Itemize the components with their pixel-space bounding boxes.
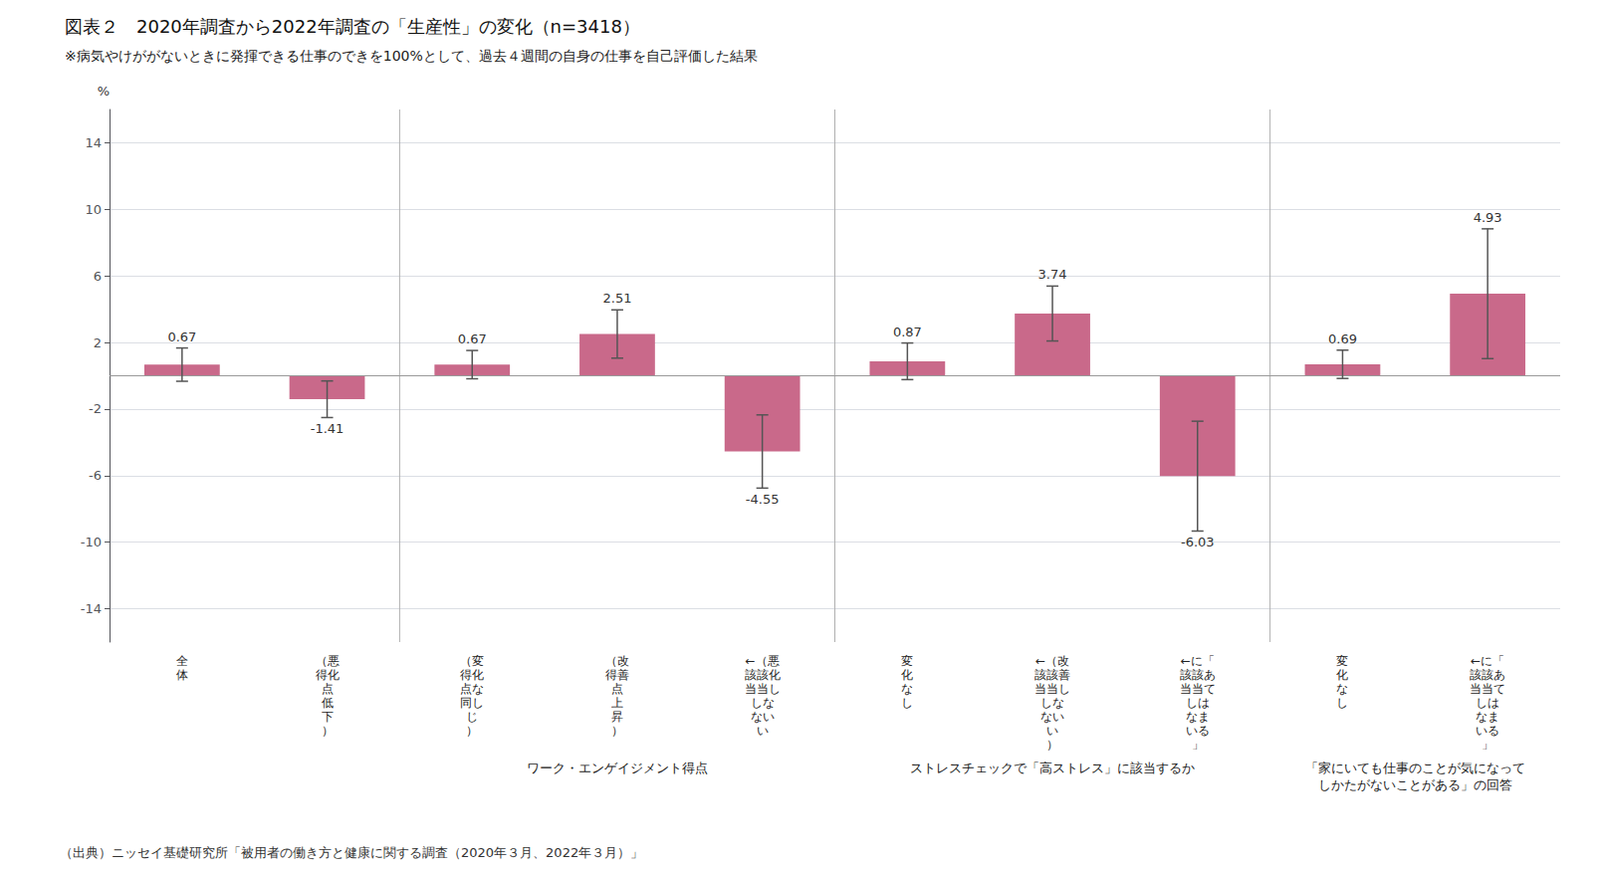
svg-text:昇: 昇 bbox=[611, 709, 624, 724]
svg-text:-10: -10 bbox=[80, 534, 102, 550]
svg-text:ストレスチェックで「高ストレス」に該当するか: ストレスチェックで「高ストレス」に該当するか bbox=[910, 760, 1195, 776]
svg-text:「家にいても仕事のことが気になって: 「家にいても仕事のことが気になって bbox=[1305, 760, 1526, 776]
svg-text:←に「: ←に「 bbox=[1180, 654, 1215, 669]
svg-text:しな: しな bbox=[1040, 695, 1065, 710]
svg-text:なま: なま bbox=[1475, 709, 1500, 724]
svg-text:0.67: 0.67 bbox=[457, 331, 487, 347]
svg-text:なま: なま bbox=[1185, 709, 1210, 724]
svg-text:しかたがないことがある」の回答: しかたがないことがある」の回答 bbox=[1318, 777, 1513, 793]
svg-text:）: ） bbox=[1046, 737, 1059, 752]
svg-text:上: 上 bbox=[611, 695, 624, 710]
svg-text:（出典）ニッセイ基礎研究所「被用者の働き方と健康に関する調査: （出典）ニッセイ基礎研究所「被用者の働き方と健康に関する調査（2020年３月、2… bbox=[59, 845, 644, 861]
svg-text:」: 」 bbox=[1191, 737, 1204, 752]
svg-text:な: な bbox=[1336, 682, 1349, 696]
svg-text:いる: いる bbox=[1185, 723, 1210, 738]
svg-text:2.51: 2.51 bbox=[602, 290, 632, 306]
svg-text:）: ） bbox=[465, 723, 478, 738]
svg-text:ない: ない bbox=[1040, 709, 1065, 724]
svg-text:←（改: ←（改 bbox=[1035, 654, 1070, 669]
svg-text:←に「: ←に「 bbox=[1470, 654, 1505, 669]
svg-text:14: 14 bbox=[84, 135, 102, 151]
svg-text:）: ） bbox=[611, 723, 624, 738]
svg-text:該該化: 該該化 bbox=[744, 668, 781, 683]
svg-text:-4.55: -4.55 bbox=[745, 491, 780, 507]
svg-text:し: し bbox=[1336, 695, 1349, 710]
svg-text:点: 点 bbox=[611, 682, 624, 696]
svg-text:0.67: 0.67 bbox=[167, 329, 197, 345]
svg-text:6: 6 bbox=[93, 268, 102, 284]
svg-text:しは: しは bbox=[1185, 695, 1210, 710]
svg-text:同し: 同し bbox=[459, 695, 484, 710]
svg-text:（変: （変 bbox=[459, 654, 484, 669]
svg-text:当当て: 当当て bbox=[1469, 682, 1506, 696]
svg-text:2: 2 bbox=[93, 335, 102, 351]
svg-text:い: い bbox=[756, 723, 769, 738]
svg-text:化: 化 bbox=[1336, 668, 1349, 683]
svg-text:」: 」 bbox=[1481, 737, 1494, 752]
svg-text:点: 点 bbox=[321, 682, 334, 696]
svg-text:3.74: 3.74 bbox=[1038, 266, 1068, 282]
svg-text:当当て: 当当て bbox=[1179, 682, 1216, 696]
svg-text:し: し bbox=[901, 695, 914, 710]
svg-text:ない: ない bbox=[750, 709, 775, 724]
svg-text:な: な bbox=[901, 682, 914, 696]
svg-text:）: ） bbox=[321, 723, 334, 738]
svg-text:10: 10 bbox=[84, 202, 102, 218]
svg-text:得善: 得善 bbox=[605, 668, 630, 683]
svg-text:得化: 得化 bbox=[459, 668, 484, 683]
svg-text:ワーク・エンゲイジメント得点: ワーク・エンゲイジメント得点 bbox=[526, 760, 708, 776]
svg-text:0.87: 0.87 bbox=[893, 324, 922, 340]
svg-text:-1.41: -1.41 bbox=[310, 421, 345, 437]
svg-text:当当し: 当当し bbox=[1034, 682, 1071, 696]
svg-text:しは: しは bbox=[1475, 695, 1500, 710]
svg-text:（改: （改 bbox=[605, 654, 630, 669]
svg-text:図表２ 2020年調査から2022年調査の「生産性」の変化（: 図表２ 2020年調査から2022年調査の「生産性」の変化（n=3418） bbox=[64, 15, 641, 37]
svg-text:点な: 点な bbox=[459, 682, 484, 696]
svg-text:しな: しな bbox=[750, 695, 775, 710]
svg-text:4.93: 4.93 bbox=[1473, 210, 1503, 226]
svg-text:いる: いる bbox=[1475, 723, 1500, 738]
svg-text:-6.03: -6.03 bbox=[1180, 534, 1215, 550]
svg-text:じ: じ bbox=[465, 709, 478, 724]
svg-text:※病気やけががないときに発揮できる仕事のできを100%として: ※病気やけががないときに発揮できる仕事のできを100%として、過去４週間の自身の… bbox=[64, 47, 758, 64]
svg-text:%: % bbox=[97, 83, 110, 99]
svg-text:（悪: （悪 bbox=[315, 654, 340, 669]
svg-text:該該あ: 該該あ bbox=[1179, 668, 1216, 683]
svg-text:低: 低 bbox=[321, 695, 334, 710]
svg-text:当当し: 当当し bbox=[744, 682, 781, 696]
svg-text:該該あ: 該該あ bbox=[1469, 668, 1506, 683]
svg-text:体: 体 bbox=[176, 668, 189, 683]
svg-text:0.69: 0.69 bbox=[1328, 331, 1358, 347]
svg-text:化: 化 bbox=[901, 668, 914, 683]
svg-text:-6: -6 bbox=[88, 467, 102, 483]
svg-text:変: 変 bbox=[901, 654, 914, 669]
svg-text:←（悪: ←（悪 bbox=[745, 654, 780, 669]
svg-text:下: 下 bbox=[321, 709, 334, 724]
svg-text:得化: 得化 bbox=[315, 668, 340, 683]
svg-text:い: い bbox=[1046, 723, 1059, 738]
svg-text:-14: -14 bbox=[80, 601, 102, 617]
svg-text:変: 変 bbox=[1336, 654, 1349, 669]
svg-text:該該善: 該該善 bbox=[1034, 668, 1071, 683]
svg-text:全: 全 bbox=[176, 654, 189, 669]
svg-text:-2: -2 bbox=[88, 401, 102, 417]
